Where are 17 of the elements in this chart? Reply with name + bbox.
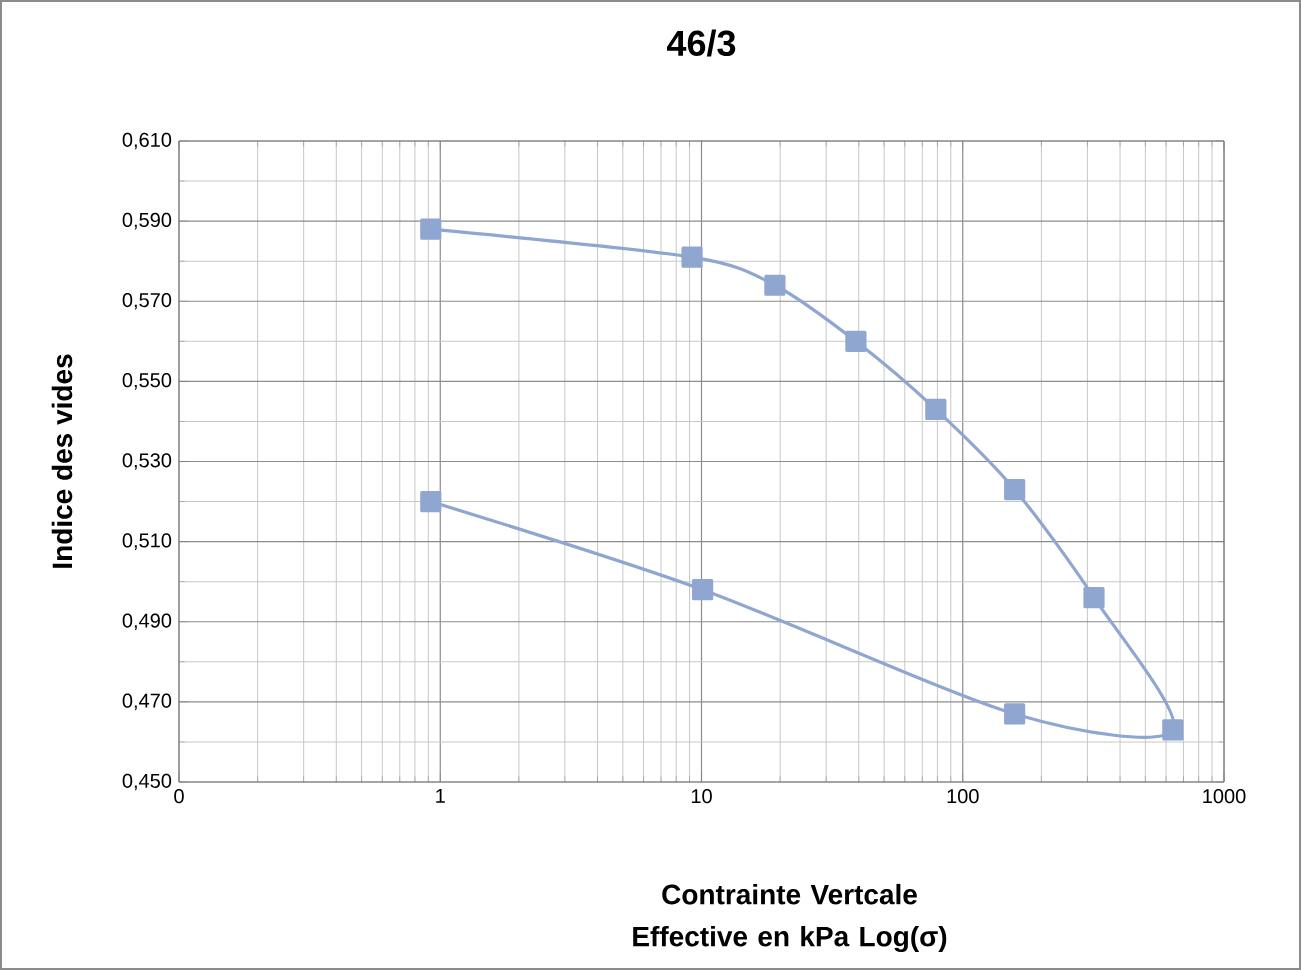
y-tick-label: 0,590 [122,212,172,230]
y-tick-label: 0,490 [122,613,172,631]
x-tick-label: 100 [947,789,979,804]
y-tick-label: 0,550 [122,373,172,390]
x-tick-label: 1 [436,789,445,803]
y-tick-label: 0,570 [122,293,172,310]
x-tick-label: 0 [174,789,184,804]
y-tick-label: 0,530 [122,453,172,470]
x-tick-label: 1000 [1203,789,1246,804]
y-tick-label: 0,610 [122,132,172,150]
y-tick-label: 0,510 [122,533,172,550]
y-tick-label: 0,450 [122,773,172,791]
y-axis-title: Indice des vides [51,354,73,568]
x-tick-label: 10 [691,789,712,804]
chart-title: 46/3 [667,29,736,57]
x-axis-title: Contrainte Vertcale Effective en kPa Log(σ) [633,883,947,953]
y-tick-label: 0,470 [122,693,172,711]
